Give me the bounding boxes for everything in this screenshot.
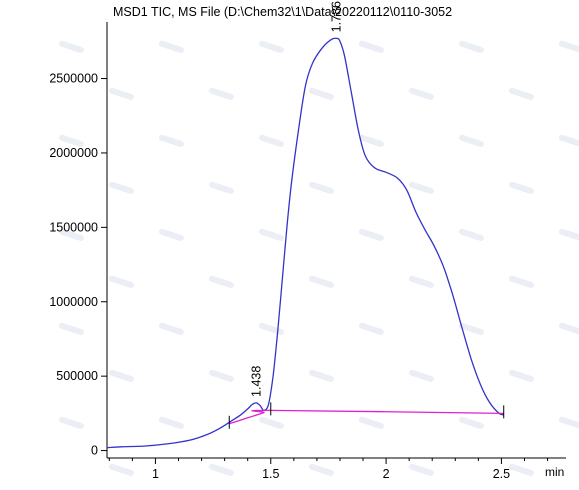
watermark-mark xyxy=(558,134,579,147)
watermark-mark xyxy=(258,416,284,429)
watermark-mark xyxy=(258,228,284,241)
watermark-mark xyxy=(458,134,484,147)
watermark-mark xyxy=(508,275,534,288)
y-tick-label: 500000 xyxy=(56,369,98,383)
watermark-mark xyxy=(558,40,579,53)
watermark-mark xyxy=(158,40,184,53)
watermark-mark xyxy=(308,369,334,382)
x-tick-label: 1 xyxy=(152,467,159,481)
watermark-mark xyxy=(58,40,84,53)
watermark-mark xyxy=(508,181,534,194)
watermark-mark xyxy=(458,228,484,241)
x-tick-label: 1.5 xyxy=(262,467,279,481)
watermark-mark xyxy=(258,40,284,53)
watermark-mark xyxy=(408,87,434,100)
axes xyxy=(106,22,566,459)
x-tick-label: 2.5 xyxy=(493,467,510,481)
watermark-mark xyxy=(408,463,434,476)
y-tick-label: 0 xyxy=(91,444,98,458)
watermark-mark xyxy=(208,275,234,288)
watermark-mark xyxy=(458,40,484,53)
watermark-mark xyxy=(358,228,384,241)
watermark-mark xyxy=(108,275,134,288)
watermark xyxy=(58,40,579,476)
baseline-line xyxy=(229,409,504,425)
chart-title: MSD1 TIC, MS File (D:\Chem32\1\Data\2022… xyxy=(113,5,452,19)
watermark-mark xyxy=(558,228,579,241)
watermark-mark xyxy=(358,416,384,429)
watermark-mark xyxy=(508,87,534,100)
y-tick-label: 1000000 xyxy=(49,295,98,309)
watermark-mark xyxy=(108,87,134,100)
watermark-mark xyxy=(308,87,334,100)
watermark-mark xyxy=(158,322,184,335)
watermark-mark xyxy=(358,322,384,335)
watermark-mark xyxy=(358,134,384,147)
watermark-mark xyxy=(58,134,84,147)
peak-label: 1.438 xyxy=(249,366,263,397)
watermark-mark xyxy=(258,134,284,147)
watermark-mark xyxy=(158,134,184,147)
y-tick-label: 2500000 xyxy=(49,72,98,86)
watermark-mark xyxy=(308,181,334,194)
ticks: 0 500000 1000000 1500000 2000000 2500000 1 1.5 2… xyxy=(49,72,549,481)
watermark-mark xyxy=(308,275,334,288)
watermark-mark xyxy=(558,322,579,335)
watermark-mark xyxy=(108,463,134,476)
watermark-mark xyxy=(508,463,534,476)
watermark-mark xyxy=(208,87,234,100)
watermark-mark xyxy=(558,416,579,429)
watermark-mark xyxy=(458,322,484,335)
signal-line xyxy=(106,37,504,449)
peak-label: 1.786 xyxy=(330,1,344,32)
watermark-mark xyxy=(258,322,284,335)
watermark-mark xyxy=(208,369,234,382)
watermark-mark xyxy=(158,228,184,241)
watermark-mark xyxy=(408,369,434,382)
watermark-mark xyxy=(458,416,484,429)
series xyxy=(106,37,504,449)
x-axis-label: min xyxy=(545,465,564,479)
watermark-mark xyxy=(58,416,84,429)
watermark-mark xyxy=(358,40,384,53)
watermark-mark xyxy=(208,463,234,476)
annotations: 1.438 1.786 xyxy=(249,1,343,397)
watermark-mark xyxy=(308,463,334,476)
y-tick-label: 1500000 xyxy=(49,220,98,234)
watermark-mark xyxy=(58,228,84,241)
watermark-mark xyxy=(158,416,184,429)
watermark-mark xyxy=(408,181,434,194)
watermark-mark xyxy=(108,181,134,194)
event-marks xyxy=(228,402,505,429)
watermark-mark xyxy=(208,181,234,194)
watermark-mark xyxy=(108,369,134,382)
watermark-mark xyxy=(58,322,84,335)
watermark-mark xyxy=(408,275,434,288)
y-tick-label: 2000000 xyxy=(49,146,98,160)
x-tick-label: 2 xyxy=(383,467,390,481)
watermark-mark xyxy=(508,369,534,382)
